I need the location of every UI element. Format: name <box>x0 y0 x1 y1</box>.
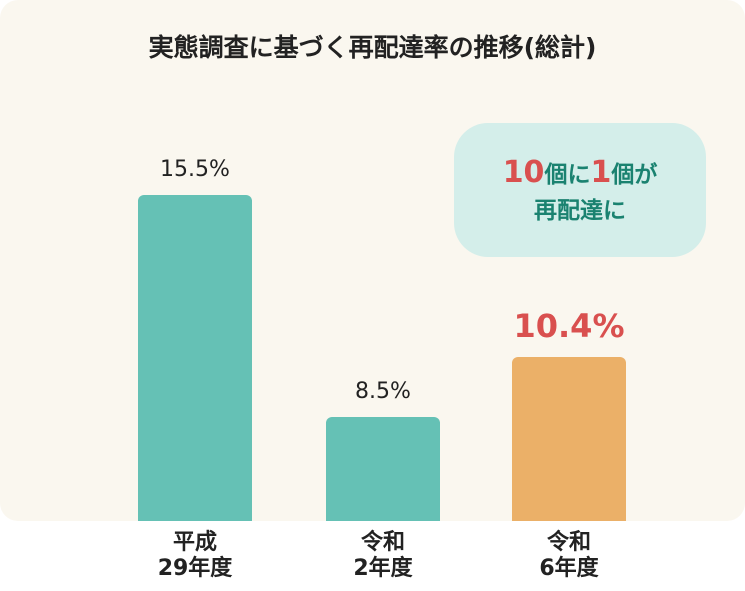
callout-line2: 再配達に <box>534 198 626 224</box>
value-label-1: 8.5% <box>355 379 411 405</box>
callout-num1: 10 <box>502 155 545 190</box>
value-label-0: 15.5% <box>160 157 230 183</box>
bar-2 <box>512 356 626 521</box>
category-label-2: 令和 6年度 <box>539 530 599 581</box>
chart-title: 実態調査に基づく再配達率の推移(総計) <box>148 33 597 62</box>
callout-num2: 1 <box>590 155 612 190</box>
category-label-1: 令和 2年度 <box>353 530 413 581</box>
callout-text1: 個に <box>544 162 591 188</box>
bar-0 <box>138 195 252 521</box>
bar-1 <box>326 417 440 521</box>
value-label-2: 10.4% <box>513 306 625 345</box>
callout-text2: 個が <box>611 162 658 188</box>
category-label-0: 平成 29年度 <box>157 530 233 581</box>
callout-box: 10個に1個が 再配達に <box>454 123 706 257</box>
